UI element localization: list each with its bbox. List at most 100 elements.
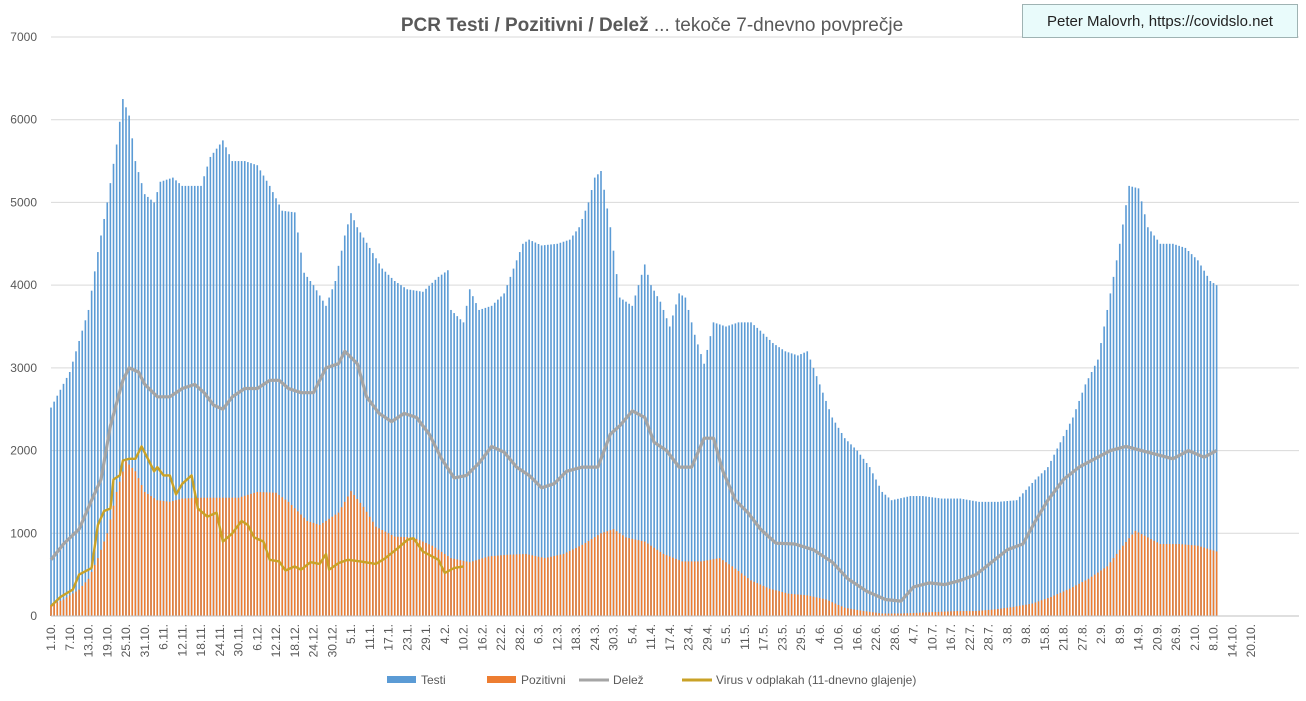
testi-bar: [556, 243, 559, 617]
testi-bar: [481, 308, 484, 616]
pozitivni-bar: [237, 497, 240, 616]
testi-bar: [1025, 489, 1027, 616]
x-tick-label: 16.6.: [850, 624, 864, 651]
pozitivni-bar: [418, 540, 421, 616]
testi-bar: [637, 285, 640, 616]
pozitivni-bar: [1025, 604, 1027, 616]
x-tick-label: 24.11.: [213, 624, 227, 656]
pozitivni-bar: [97, 558, 99, 616]
pozitivni-bar: [400, 536, 402, 616]
testi-bar: [1053, 454, 1055, 616]
pozitivni-bar: [359, 502, 362, 616]
lines: [49, 349, 1218, 607]
pozitivni-bar: [1215, 551, 1218, 616]
testi-bar: [522, 243, 524, 617]
testi-bar: [1143, 214, 1146, 616]
testi-bar: [853, 447, 855, 616]
testi-bar: [1168, 243, 1171, 617]
testi-bar: [356, 227, 359, 617]
testi-bar: [312, 285, 315, 616]
testi-bar: [962, 499, 965, 616]
pozitivni-bar: [537, 556, 540, 616]
x-tick-label: 1.10.: [44, 624, 58, 651]
pozitivni-bar: [209, 497, 212, 616]
testi-bar: [1059, 442, 1062, 616]
pozitivni-bar: [972, 611, 974, 616]
testi-bar: [90, 290, 93, 616]
testi-bar: [390, 277, 393, 616]
pozitivni-bar: [725, 562, 727, 616]
pozitivni-bar: [390, 534, 393, 616]
testi-bar: [697, 344, 699, 616]
pozitivni-bar: [322, 522, 324, 616]
x-tick-label: 23.4.: [682, 624, 696, 651]
pozitivni-bar: [150, 496, 152, 616]
testi-bar: [625, 301, 627, 616]
testi-bar: [806, 351, 809, 616]
pozitivni-bar: [622, 535, 624, 616]
pozitivni-bar: [456, 559, 459, 616]
pozitivni-bar: [309, 521, 312, 616]
testi-bar: [115, 144, 118, 616]
pozitivni-bar: [65, 597, 68, 616]
testi-bar: [940, 498, 943, 616]
pozitivni-bar: [856, 609, 859, 616]
pozitivni-bar: [231, 497, 234, 616]
testi-bar: [631, 305, 634, 616]
testi-bar: [581, 218, 584, 616]
pozitivni-bar: [965, 611, 968, 616]
pozitivni-bar: [993, 609, 996, 616]
testi-bar: [403, 287, 405, 616]
pozitivni-bar: [275, 492, 277, 616]
x-tick-label: 27.8.: [1075, 624, 1089, 651]
testi-bar: [675, 304, 677, 616]
pozitivni-bar: [506, 554, 509, 616]
pozitivni-bar: [1047, 598, 1049, 616]
testi-bar: [384, 271, 387, 616]
pozitivni-bar: [1028, 604, 1030, 616]
x-tick-label: 4.2.: [438, 624, 452, 644]
testi-bar: [712, 322, 715, 616]
pozitivni-bar: [922, 612, 924, 616]
testi-bar: [1097, 359, 1099, 616]
pozitivni-bar: [147, 494, 149, 616]
pozitivni-bar: [906, 613, 909, 616]
pozitivni-bar: [90, 571, 93, 616]
pozitivni-bar: [631, 538, 634, 616]
pozitivni-bar: [862, 611, 865, 616]
testi-bar: [315, 290, 318, 616]
pozitivni-bar: [181, 498, 184, 616]
pozitivni-bar: [1081, 582, 1084, 616]
pozitivni-bar: [784, 592, 787, 616]
testi-bar: [1212, 283, 1215, 616]
testi-bar: [881, 491, 884, 616]
legend-label: Pozitivni: [521, 673, 566, 687]
pozitivni-bar: [828, 600, 830, 616]
testi-bar: [237, 161, 240, 616]
x-tick-label: 26.9.: [1169, 624, 1183, 651]
testi-bar: [428, 285, 430, 616]
pozitivni-bar: [447, 556, 449, 616]
x-tick-label: 28.7.: [982, 624, 996, 651]
pozitivni-bar: [853, 609, 855, 616]
testi-bar: [628, 303, 630, 616]
testi-bar: [831, 417, 834, 616]
testi-bar: [331, 289, 334, 616]
pozitivni-bar: [1040, 600, 1043, 616]
pozitivni-bar: [875, 612, 877, 616]
testi-bar: [872, 473, 874, 616]
pozitivni-bar: [190, 498, 193, 616]
pozitivni-bar: [68, 595, 71, 616]
legend: Testi Pozitivni Delež Virus v odplakah (11-…: [387, 673, 916, 687]
pozitivni-bar: [1175, 544, 1177, 616]
testi-bar: [743, 322, 746, 616]
x-tick-label: 2.10.: [1188, 624, 1202, 651]
chart-title: PCR Testi / Pozitivni / Delež ... tekoče…: [401, 15, 903, 36]
y-tick-label: 1000: [10, 526, 37, 540]
pozitivni-bar: [1153, 540, 1155, 616]
pozitivni-bar: [547, 557, 549, 616]
testi-bar: [347, 224, 349, 616]
testi-bar: [981, 501, 984, 616]
pozitivni-bar: [668, 556, 671, 616]
pozitivni-bar: [990, 609, 993, 616]
